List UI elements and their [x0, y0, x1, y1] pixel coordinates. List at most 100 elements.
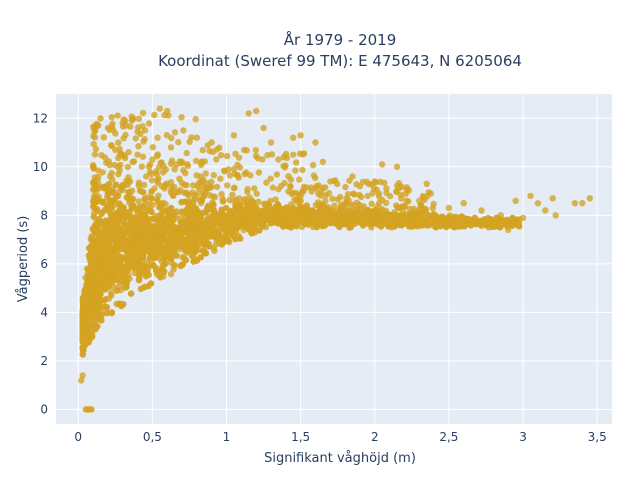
data-point — [245, 110, 252, 117]
data-point — [319, 158, 327, 166]
data-point — [125, 189, 132, 196]
data-point — [97, 115, 104, 122]
data-point — [423, 180, 430, 187]
data-point — [79, 334, 87, 341]
data-point — [115, 269, 123, 276]
data-point — [571, 200, 579, 207]
data-point — [208, 178, 215, 185]
data-point — [181, 189, 188, 196]
data-point — [445, 204, 453, 212]
data-point — [260, 217, 267, 224]
data-point — [197, 161, 205, 169]
data-point — [267, 139, 275, 146]
data-point — [198, 210, 206, 217]
data-point — [324, 204, 331, 211]
data-point — [287, 182, 294, 190]
data-point — [159, 250, 167, 258]
data-point — [310, 172, 318, 179]
data-point — [283, 154, 291, 162]
x-tick-label: 2,5 — [439, 430, 458, 444]
data-point — [105, 217, 113, 224]
data-point — [117, 149, 125, 157]
data-point — [452, 214, 460, 221]
data-point — [213, 146, 220, 153]
data-point — [478, 207, 485, 214]
data-point — [149, 144, 156, 151]
data-point — [299, 166, 306, 174]
data-point — [168, 230, 175, 237]
data-point — [89, 333, 96, 340]
y-tick-label: 0 — [40, 402, 48, 416]
data-point — [579, 200, 586, 207]
data-point — [255, 217, 263, 224]
data-point — [247, 211, 254, 218]
data-point — [161, 219, 169, 226]
data-point — [358, 193, 365, 201]
data-point — [534, 200, 542, 207]
data-point — [253, 107, 260, 115]
data-point — [136, 228, 143, 236]
data-point — [206, 243, 213, 250]
data-point — [331, 202, 338, 209]
data-point — [311, 219, 318, 226]
data-point — [139, 254, 147, 261]
x-tick-label: 1 — [223, 430, 231, 444]
data-point — [293, 223, 300, 230]
data-point — [235, 217, 243, 224]
data-point — [402, 220, 409, 227]
data-point — [203, 186, 211, 193]
data-point — [341, 211, 348, 218]
data-point — [224, 182, 231, 189]
data-point — [193, 172, 200, 179]
data-point — [329, 195, 336, 202]
data-point — [212, 241, 219, 248]
data-point — [133, 214, 140, 221]
data-point — [443, 222, 450, 230]
data-point — [178, 114, 185, 121]
data-point — [542, 207, 549, 214]
data-point — [308, 188, 315, 195]
data-point — [354, 212, 362, 219]
data-point — [382, 199, 390, 206]
data-point — [356, 183, 364, 190]
data-point — [125, 149, 132, 156]
data-point — [117, 254, 125, 261]
data-point — [198, 178, 205, 185]
data-point — [288, 223, 295, 231]
data-point — [90, 165, 98, 172]
data-point — [269, 184, 277, 191]
data-point — [96, 257, 104, 264]
data-point — [405, 187, 413, 194]
data-point — [386, 192, 394, 200]
data-point — [80, 304, 87, 311]
data-point — [143, 232, 150, 240]
data-point — [290, 134, 297, 141]
data-point — [107, 254, 115, 261]
data-point — [206, 233, 213, 240]
data-point — [133, 253, 141, 260]
data-point — [154, 196, 161, 204]
data-point — [244, 185, 251, 193]
data-point — [91, 128, 98, 135]
data-point — [171, 262, 178, 269]
data-point — [199, 236, 206, 243]
data-point — [138, 215, 145, 222]
data-point — [418, 203, 425, 211]
data-point — [183, 149, 190, 157]
data-point — [270, 218, 278, 225]
data-point — [373, 207, 380, 214]
data-point — [162, 166, 170, 173]
data-point — [128, 202, 136, 209]
data-point — [401, 203, 408, 210]
data-point — [231, 170, 238, 177]
data-point — [89, 266, 96, 273]
data-point — [210, 219, 218, 226]
data-point — [432, 218, 439, 225]
data-point — [319, 184, 327, 192]
data-point — [230, 132, 238, 139]
data-point — [127, 240, 134, 247]
data-point — [196, 231, 203, 239]
data-point — [90, 140, 97, 148]
data-point — [92, 276, 99, 283]
data-point — [121, 228, 128, 236]
